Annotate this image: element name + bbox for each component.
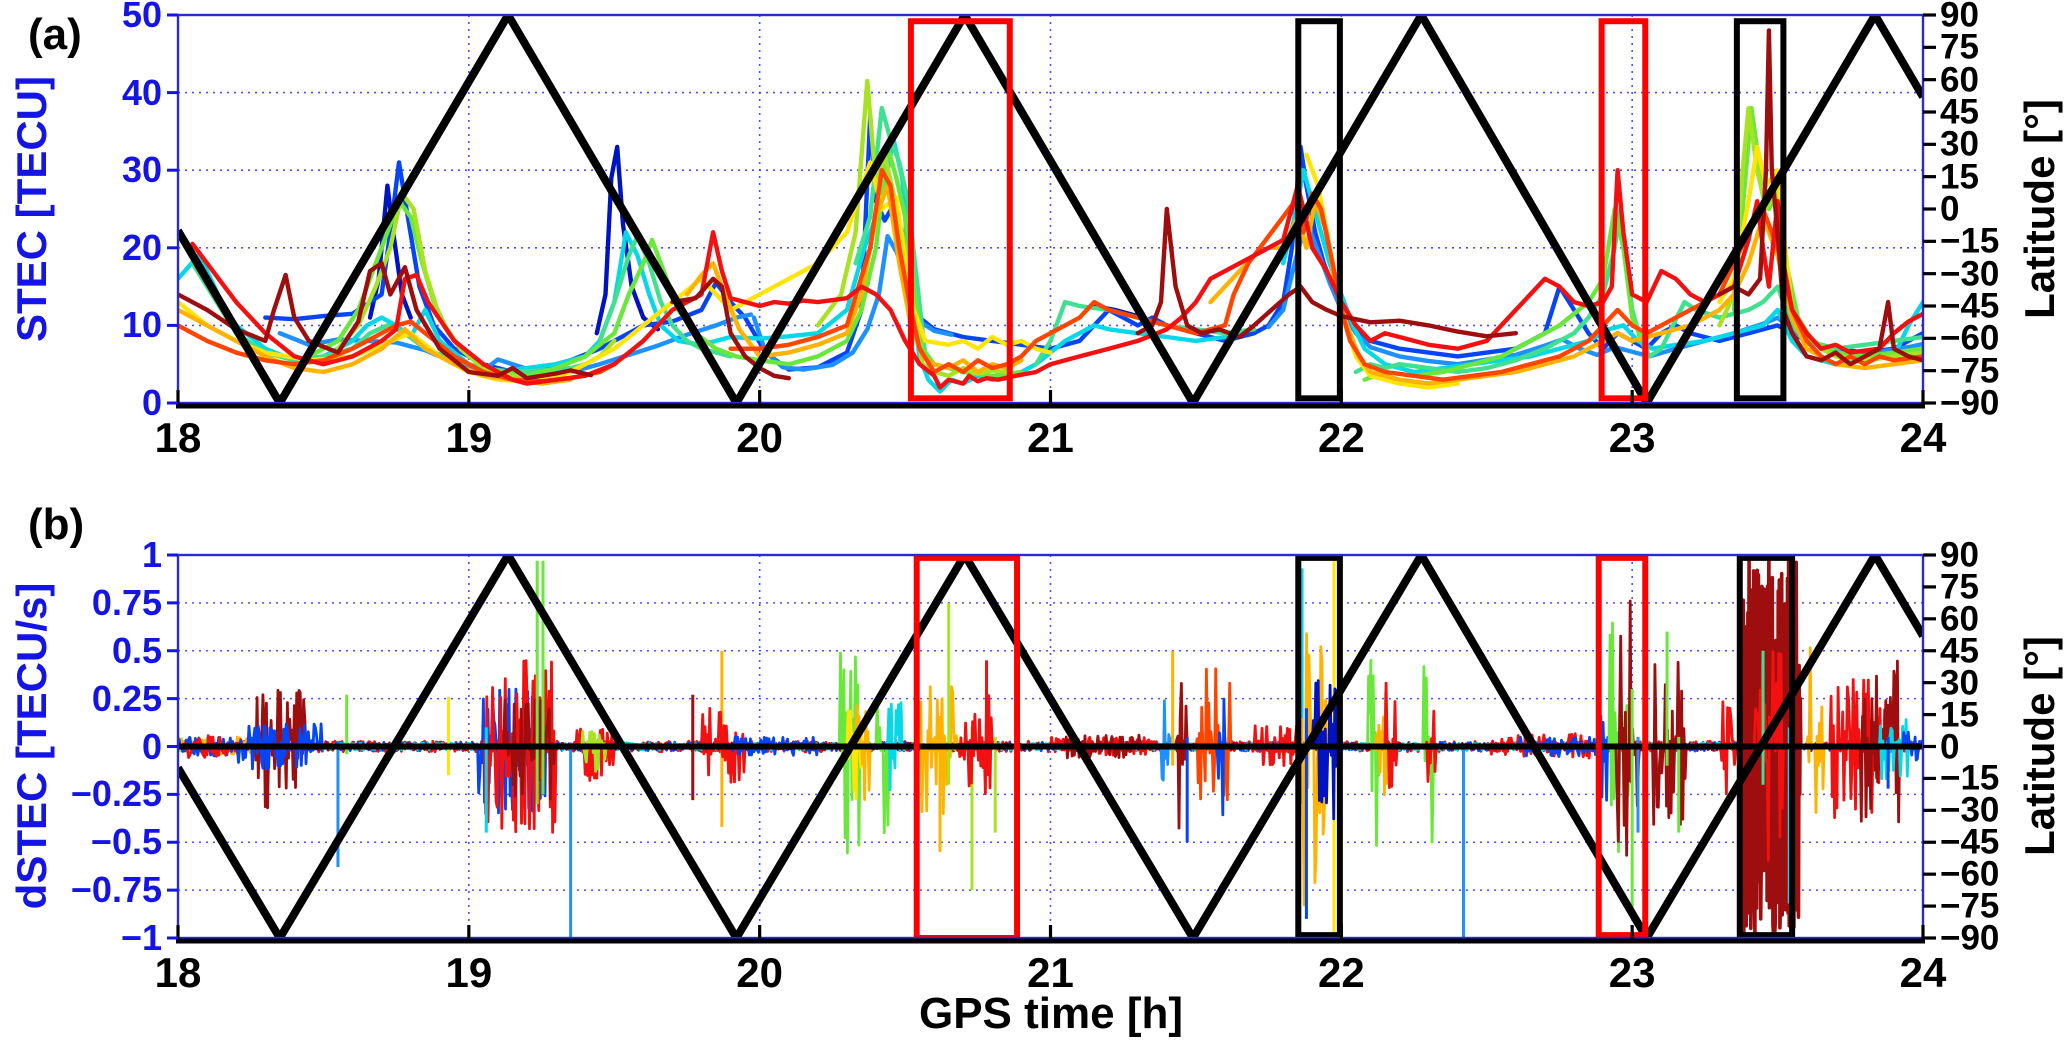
panel-a-label: (a) — [28, 10, 82, 59]
lat-tick-label-b: 75 — [1940, 567, 1979, 607]
dstec-burst — [1174, 682, 1189, 830]
y-tick-label-left-b: 0.75 — [91, 581, 162, 623]
x-tick-label-a: 22 — [1317, 414, 1365, 461]
x-tick-label-b: 22 — [1317, 949, 1365, 996]
y-tick-label-left-a: 20 — [121, 226, 162, 268]
lat-tick-label-a: 0 — [1940, 189, 1960, 229]
y-tick-label-left-b: 0.5 — [111, 629, 162, 671]
lat-tick-label-a: −30 — [1940, 254, 2000, 294]
highlight-box-black — [1295, 18, 1343, 402]
dstec-burst — [235, 722, 325, 771]
stec-springgreen — [597, 234, 733, 359]
lat-tick-label-a: −45 — [1940, 286, 2000, 326]
x-tick-label-a: 21 — [1027, 414, 1074, 461]
lat-tick-label-b: 30 — [1940, 663, 1979, 703]
stec-darkred — [670, 276, 791, 381]
lat-tick-label-a: 60 — [1940, 60, 1979, 100]
highlight-box-black — [1736, 554, 1796, 939]
y-tick-label-left-a: 30 — [121, 149, 162, 191]
lat-tick-label-b: −60 — [1940, 854, 2000, 894]
lat-tick-label-b: 0 — [1940, 727, 1960, 766]
x-tick-label-a: 24 — [1899, 414, 1947, 461]
lat-tick-label-a: −15 — [1940, 221, 2000, 261]
x-tick-label-b: 24 — [1899, 949, 1947, 996]
y-tick-label-left-a: 10 — [121, 304, 162, 346]
x-tick-label-b: 23 — [1608, 949, 1656, 996]
highlight-box-black — [1295, 554, 1343, 939]
x-tick-label-b: 18 — [154, 949, 202, 996]
lat-tick-label-a: 90 — [1940, 0, 1979, 35]
lat-tick-label-a: 30 — [1940, 124, 1979, 164]
lat-tick-label-b: −75 — [1940, 886, 2000, 926]
stec-blue — [263, 113, 1923, 375]
lat-tick-label-b: 90 — [1940, 535, 1979, 575]
x-tick-label-b: 19 — [445, 949, 493, 996]
lat-tick-label-a: −90 — [1940, 383, 2000, 423]
highlight-box-red — [1595, 554, 1649, 939]
lat-tick-label-a: 75 — [1940, 27, 1979, 67]
dstec-burst — [1424, 709, 1439, 783]
plot-area-a — [178, 15, 1923, 403]
lat-tick-label-b: 45 — [1940, 631, 1979, 671]
y-tick-label-left-b: 0.25 — [91, 677, 162, 719]
latitude-track — [178, 555, 1923, 938]
y-tick-label-left-a: 0 — [141, 382, 162, 423]
stec-yellow — [178, 160, 1053, 384]
lat-tick-label-a: −60 — [1940, 318, 2000, 358]
highlight-box-black — [1733, 18, 1787, 402]
lat-tick-label-b: −45 — [1940, 822, 2000, 862]
lat-tick-label-a: −75 — [1940, 351, 2000, 391]
dstec-burst — [1651, 660, 1688, 826]
latitude-track — [178, 15, 1923, 403]
panel-b-label: (b) — [28, 500, 85, 549]
x-tick-label-a: 20 — [736, 414, 784, 461]
lat-tick-label-b: −90 — [1940, 918, 2000, 958]
x-tick-label-b: 21 — [1027, 949, 1074, 996]
lat-tick-label-a: 45 — [1940, 92, 1979, 132]
x-tick-label-a: 23 — [1608, 414, 1656, 461]
stec-darkred — [1717, 28, 1923, 367]
x-tick-label-a: 18 — [154, 414, 202, 461]
dstec-burst — [1421, 665, 1436, 844]
highlight-box-red — [1598, 18, 1649, 402]
stec-darkred — [178, 261, 594, 381]
lat-tick-label-a: 15 — [1940, 157, 1979, 197]
lat-tick-label-b: −15 — [1940, 758, 2000, 798]
dstec-burst — [572, 727, 616, 782]
dstec-burst — [1719, 700, 1739, 795]
dstec-burst — [886, 701, 904, 792]
lat-tick-label-b: −30 — [1940, 790, 2000, 830]
y-tick-label-left-b: 1 — [141, 534, 162, 575]
dstec-burst — [252, 688, 308, 810]
x-axis-title: GPS time [h] — [918, 989, 1184, 1038]
stec-darkblue — [594, 144, 661, 336]
y-tick-label-left-a: 50 — [121, 0, 162, 35]
y-tick-label-left-b: −0.25 — [70, 773, 162, 815]
stec-lightgreen — [306, 144, 1024, 378]
lat-tick-label-b: 15 — [1940, 695, 1979, 735]
lat-tick-label-b: 60 — [1940, 599, 1979, 639]
stec-darkred — [1135, 206, 1518, 340]
x-tick-label-b: 20 — [736, 949, 784, 996]
y-tick-label-left-b: 0 — [141, 725, 162, 767]
y-tick-label-left-b: −0.5 — [90, 821, 162, 863]
y-tick-label-left-b: −1 — [120, 917, 162, 958]
dstec-burst — [1805, 646, 1826, 814]
highlight-box-red — [907, 18, 1013, 402]
x-tick-label-a: 19 — [445, 414, 493, 461]
y-tick-label-left-b: −0.75 — [70, 869, 162, 911]
plot-area-b — [178, 555, 1923, 938]
y-tick-label-left-a: 40 — [121, 71, 162, 113]
